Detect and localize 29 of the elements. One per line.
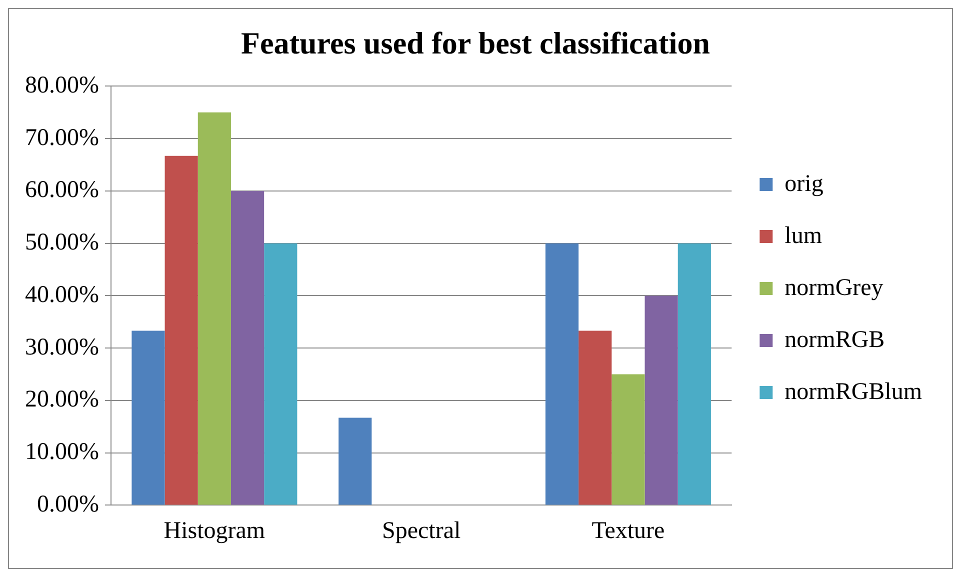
y-tick-label: 30.00%	[24, 334, 99, 360]
y-tick-label: 20.00%	[24, 386, 99, 413]
bar	[338, 418, 372, 505]
bar	[264, 243, 298, 505]
bar	[198, 112, 231, 505]
y-tick-label: 70.00%	[24, 124, 99, 151]
y-tick-label: 40.00%	[24, 282, 99, 308]
y-tick-label: 50.00%	[24, 230, 99, 256]
bar	[545, 243, 579, 505]
y-tick-label: 10.00%	[24, 439, 99, 466]
y-tick-label: 60.00%	[24, 177, 99, 204]
bar	[678, 243, 711, 505]
bar	[612, 374, 645, 505]
y-tick-label: 0.00%	[36, 491, 99, 518]
bar	[230, 190, 264, 505]
bar	[578, 330, 612, 505]
chart-title: Features used for best classification	[241, 26, 710, 61]
legend-label: normGrey	[784, 274, 884, 301]
x-tick-label: Texture	[592, 518, 665, 544]
bar	[132, 330, 165, 505]
legend-label: normRGB	[784, 326, 885, 353]
y-tick-label: 80.00%	[24, 72, 99, 98]
bar	[644, 296, 678, 505]
legend-label: normRGBlum	[784, 378, 922, 405]
legend-label: lum	[784, 222, 822, 249]
bar	[164, 156, 198, 505]
x-tick-label: Histogram	[164, 518, 266, 544]
x-tick-label: Spectral	[382, 518, 461, 544]
legend-label: orig	[784, 170, 824, 197]
